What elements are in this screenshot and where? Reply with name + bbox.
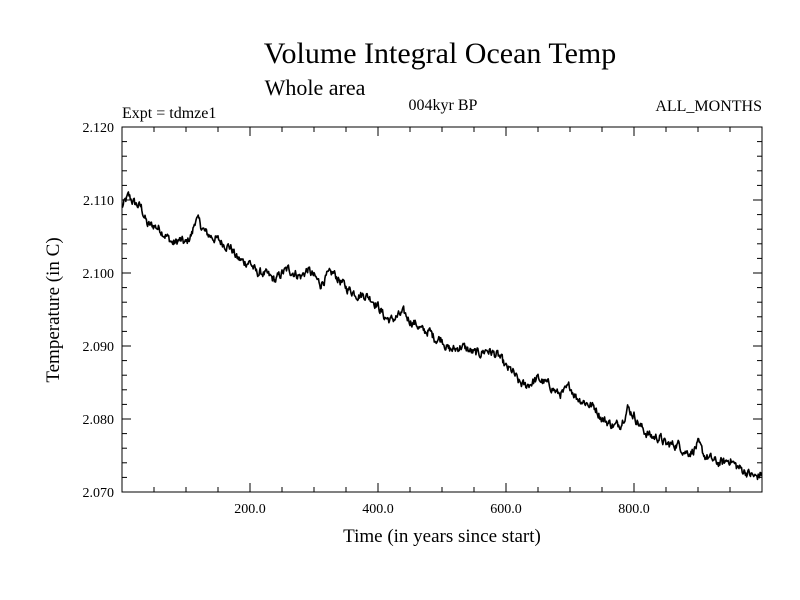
series-line [121,191,763,481]
annotation-period: 004kyr BP [409,97,478,114]
x-tick-label: 800.0 [618,502,650,517]
x-tick-label: 200.0 [234,502,266,517]
y-axis-label: Temperature (in C) [43,237,64,382]
x-tick-label: 600.0 [490,502,522,517]
plot-frame [121,126,763,493]
y-tick-label: 2.080 [83,413,115,428]
series-layer [121,191,763,481]
annotation-experiment: Expt = tdmze1 [122,105,216,122]
y-tick-label: 2.070 [83,486,115,501]
axis-tick-labels: 200.0 400.0 600.0 800.0 2.070 2.080 2.090 2.100… [83,121,650,517]
annotation-months: ALL_MONTHS [655,98,762,115]
chart-title: Volume Integral Ocean Temp [264,37,617,70]
y-tick-label: 2.100 [83,267,115,282]
x-axis-label: Time (in years since start) [343,526,541,547]
axis-ticks [122,127,762,492]
chart-subtitle: Whole area [265,75,366,100]
x-tick-label: 400.0 [362,502,394,517]
y-tick-label: 2.110 [83,194,114,209]
y-tick-label: 2.120 [83,121,115,136]
y-tick-label: 2.090 [83,340,115,355]
